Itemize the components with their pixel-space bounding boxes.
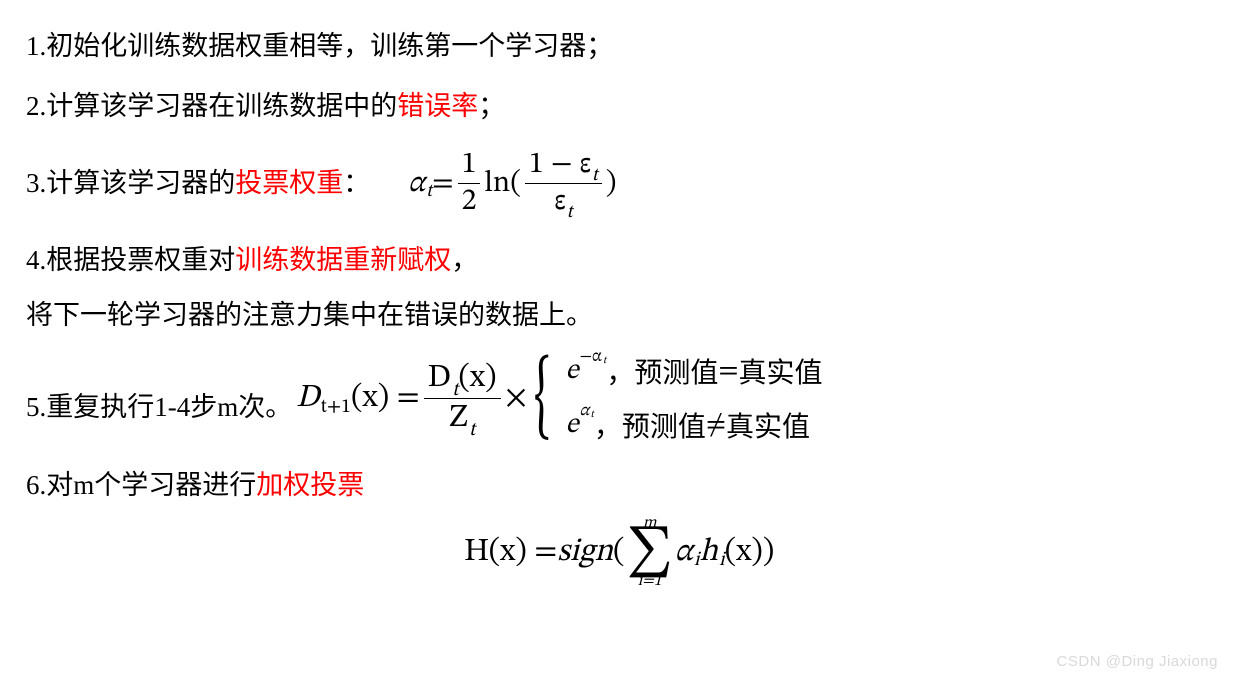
sigma-symbol: ∑ <box>626 531 672 573</box>
formula-H: H(x) = sign( m ∑ i=1 αi hi(x) ) <box>464 515 775 589</box>
times-sign: × <box>505 378 528 418</box>
close-paren: ) <box>606 163 617 205</box>
num-1: 1 <box>458 148 481 183</box>
num-1-eps: 1 − εt <box>525 148 602 183</box>
case-1: e−αt ， 预测值 = 真实值 <box>566 351 823 391</box>
x-eq: (x) = <box>351 378 420 418</box>
sym-D: D <box>296 378 319 418</box>
H-x-eq: (x) = <box>489 532 558 572</box>
den-eps: εt <box>550 185 576 220</box>
step-1-text: 1.初始化训练数据权重相等，训练第一个学习器； <box>26 28 613 66</box>
step-3-text-a: 3.计算该学习器的 <box>26 165 235 203</box>
step-3-text-b: ： <box>343 165 370 203</box>
step-4-text-a: 4.根据投票权重对 <box>26 242 235 280</box>
sym-h-i: h <box>700 532 718 572</box>
step-5-row: 5.重复执行1-4步m次。 Dt+1 (x) = Dt(x) Zt × { e−… <box>26 357 1212 451</box>
den-2: 2 <box>458 185 481 220</box>
step-4-text-b: ， <box>451 242 478 280</box>
step-2-text-b: ； <box>478 88 505 126</box>
sigma-op: m ∑ i=1 <box>626 515 672 589</box>
step-2-text-a: 2.计算该学习器在训练数据中的 <box>26 88 397 126</box>
den-Zt: Zt <box>445 400 479 437</box>
sub-t: t <box>426 179 432 205</box>
step-4-highlight: 训练数据重新赋权 <box>235 242 451 280</box>
sign-fn: sign <box>557 532 613 572</box>
step-4: 4.根据投票权重对训练数据重新赋权， <box>26 242 1212 280</box>
case-2: eαt ， 预测值 ≠ 真实值 <box>566 405 823 445</box>
ln-open: ln( <box>484 163 520 205</box>
step-3: 3.计算该学习器的投票权重： αt = 1 2 ln( 1 − εt εt ) <box>26 148 1212 220</box>
left-brace: { <box>534 359 551 437</box>
step-2: 2.计算该学习器在训练数据中的错误率； <box>26 88 1212 126</box>
step-2-highlight: 错误率 <box>397 88 478 126</box>
step-4-cont-text: 将下一轮学习器的注意力集中在错误的数据上。 <box>26 297 593 335</box>
sym-alpha: α <box>408 163 425 205</box>
step-6-highlight: 加权投票 <box>256 467 364 505</box>
step-4-cont: 将下一轮学习器的注意力集中在错误的数据上。 <box>26 297 1212 335</box>
watermark-text: CSDN @Ding Jiaxiong <box>1057 653 1218 670</box>
formula-alpha: αt = 1 2 ln( 1 − εt εt ) <box>408 148 616 220</box>
algorithm-steps: 1.初始化训练数据权重相等，训练第一个学习器； 2.计算该学习器在训练数据中的错… <box>0 0 1238 589</box>
formula-H-row: H(x) = sign( m ∑ i=1 αi hi(x) ) <box>26 515 1212 589</box>
step-3-highlight: 投票权重 <box>235 165 343 203</box>
cases: e−αt ， 预测值 = 真实值 eαt ， 预测值 ≠ 真实值 <box>566 351 823 445</box>
step-6-text-a: 6.对m个学习器进行 <box>26 467 256 505</box>
step-1: 1.初始化训练数据权重相等，训练第一个学习器； <box>26 28 1212 66</box>
piecewise: { e−αt ， 预测值 = 真实值 eαt ， 预测值 ≠ 真实值 <box>534 351 823 445</box>
frac-half: 1 2 <box>458 148 481 220</box>
sym-H: H <box>464 532 489 572</box>
sym-alpha-i: α <box>675 532 693 572</box>
open-paren: ( <box>613 532 624 572</box>
lower-limit: i=1 <box>638 573 662 589</box>
step-6: 6.对m个学习器进行加权投票 <box>26 467 1212 505</box>
sub-t1: t+1 <box>321 395 351 420</box>
step-5-text: 5.重复执行1-4步m次。 <box>26 385 292 424</box>
close-paren-2: ) <box>763 532 774 572</box>
frac-DZ: Dt(x) Zt <box>424 360 501 437</box>
num-Dt: Dt(x) <box>424 360 501 397</box>
formula-D: Dt+1 (x) = Dt(x) Zt × { e−αt ， 预测值 <box>296 351 822 445</box>
eq-sign: = <box>432 163 454 205</box>
frac-eps: 1 − εt εt <box>525 148 602 220</box>
